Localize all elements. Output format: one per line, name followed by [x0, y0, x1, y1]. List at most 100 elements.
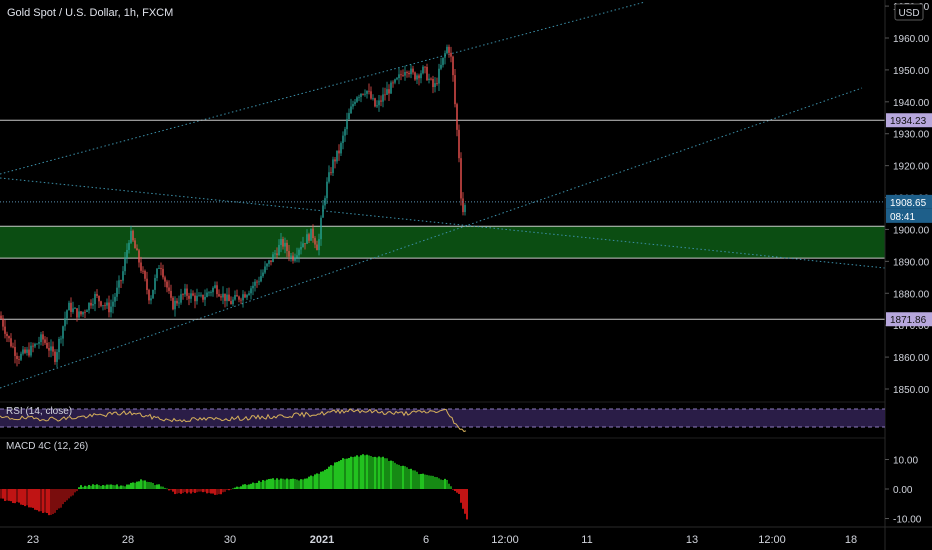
macd-bar	[54, 489, 56, 513]
macd-bar	[438, 478, 440, 489]
candle-body	[442, 57, 444, 65]
macd-bar	[30, 489, 32, 508]
candle-body	[86, 310, 88, 312]
macd-bar	[400, 466, 402, 489]
candle-body	[290, 255, 292, 257]
candle-body	[148, 289, 150, 301]
macd-bar	[442, 480, 444, 489]
macd-bar	[350, 456, 352, 489]
macd-bar	[64, 489, 66, 502]
macd-bar	[40, 489, 42, 512]
candle-body	[150, 298, 152, 301]
descending-trendline[interactable]	[0, 177, 886, 269]
macd-pane	[0, 454, 468, 520]
macd-bar	[424, 474, 426, 489]
macd-bar	[36, 489, 38, 511]
macd-bar	[198, 489, 200, 492]
candle-body	[172, 297, 174, 310]
macd-bar	[162, 486, 164, 489]
candle-body	[60, 338, 62, 340]
candle-body	[384, 94, 386, 96]
macd-bar	[358, 456, 360, 489]
macd-bar	[204, 489, 206, 492]
macd-bar	[298, 480, 300, 489]
macd-bar	[260, 481, 262, 489]
candle-body	[450, 52, 452, 57]
candle-body	[88, 302, 90, 311]
candle-body	[412, 68, 414, 73]
candle-body	[434, 83, 436, 88]
candle-body	[62, 326, 64, 339]
candle-body	[28, 349, 30, 356]
macd-bar	[142, 480, 144, 489]
channel-bottom-trendline[interactable]	[0, 87, 863, 389]
macd-bar	[196, 489, 198, 493]
channel-top-trendline[interactable]	[0, 1, 646, 175]
candles	[0, 44, 466, 368]
macd-bar	[224, 489, 226, 492]
macd-bar	[392, 461, 394, 489]
macd-bar	[110, 484, 112, 489]
macd-bar	[404, 466, 406, 489]
macd-bar	[74, 489, 76, 493]
macd-bar	[132, 482, 134, 489]
candle-body	[374, 98, 376, 107]
candle-body	[94, 294, 96, 305]
macd-bar	[328, 466, 330, 489]
candle-body	[164, 277, 166, 282]
candle-body	[424, 66, 426, 68]
candle-body	[66, 310, 68, 319]
candle-body	[298, 249, 300, 256]
macd-bar	[238, 486, 240, 489]
candle-body	[46, 342, 48, 348]
macd-bar	[32, 489, 34, 508]
macd-bar	[218, 489, 220, 495]
candle-body	[22, 349, 24, 354]
macd-bar	[374, 456, 376, 489]
macd-bar	[226, 489, 228, 490]
macd-bar	[8, 489, 10, 501]
macd-bar	[96, 484, 98, 489]
candle-body	[438, 68, 440, 84]
candle-body	[144, 270, 146, 279]
candle-body	[180, 294, 182, 303]
resistance-price-label: 1934.23	[890, 116, 927, 127]
rsi-pane	[0, 408, 885, 433]
candle-body	[104, 305, 106, 307]
macd-bar	[326, 468, 328, 489]
candle-body	[258, 281, 260, 283]
time-tick-label: 18	[845, 534, 857, 546]
support-price-label-box	[886, 312, 932, 327]
macd-bar	[34, 489, 36, 510]
time-axis[interactable]: 23 28 30 2021 6 12:00 11 13 12:00 18	[27, 534, 857, 546]
candle-body	[262, 272, 264, 277]
macd-bar	[310, 475, 312, 489]
macd-bar	[160, 486, 162, 489]
macd-bar	[178, 489, 180, 494]
candle-body	[380, 100, 382, 102]
candle-body	[416, 75, 418, 80]
macd-bar	[180, 489, 182, 494]
candle-body	[440, 64, 442, 69]
candle-body	[188, 295, 190, 299]
macd-bar	[268, 478, 270, 489]
macd-bar	[186, 489, 188, 494]
candle-body	[240, 299, 242, 301]
macd-bar	[130, 482, 132, 489]
macd-bar	[164, 487, 166, 489]
candle-body	[268, 260, 270, 264]
macd-bar	[406, 467, 408, 489]
candle-body	[392, 82, 394, 84]
candle-body	[208, 292, 210, 294]
trendlines[interactable]	[0, 1, 886, 389]
macd-tick-label: 10.00	[893, 456, 918, 467]
candle-body	[308, 234, 310, 241]
chart-title: Gold Spot / U.S. Dollar, 1h, FXCM	[7, 7, 173, 19]
horizontal-levels[interactable]	[0, 119, 885, 320]
macd-bar	[444, 478, 446, 489]
candle-body	[410, 68, 412, 75]
currency-button[interactable]	[894, 3, 924, 21]
macd-bar	[420, 473, 422, 489]
macd-bar	[380, 457, 382, 489]
